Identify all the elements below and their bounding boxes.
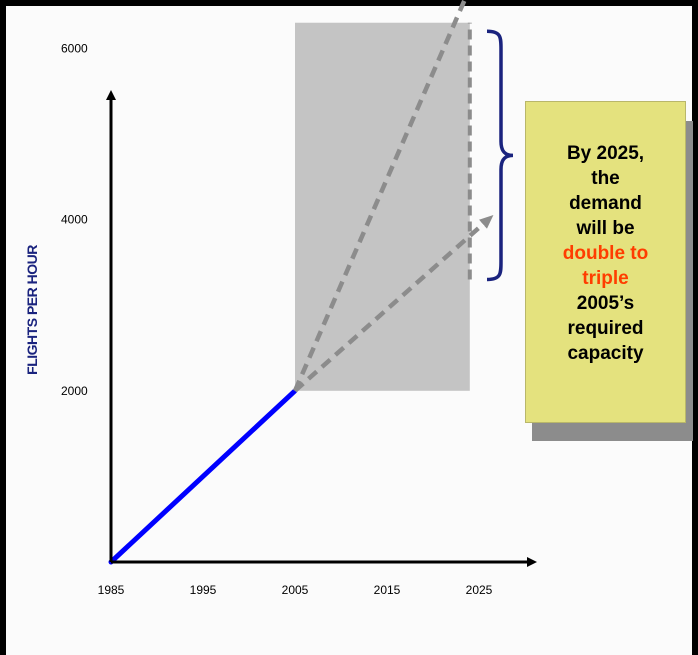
x-tick-label-1985: 1985 xyxy=(98,583,125,597)
projection-shaded-region xyxy=(295,22,470,391)
historic-demand-line-0 xyxy=(108,388,298,565)
callout-line-1: By 2025, xyxy=(566,142,645,164)
y-axis-title: FLIGHTS PER HOUR xyxy=(24,245,40,375)
x-tick-label-2025: 2025 xyxy=(466,583,493,597)
callout-text: By 2025, the demand will be double to triple 2… xyxy=(546,141,666,366)
high-projection-line xyxy=(292,0,468,392)
callout-box: By 2025, the demand will be double to triple 2… xyxy=(525,101,686,423)
x-tick-label-2005: 2005 xyxy=(282,583,309,597)
callout-line-8: required xyxy=(567,317,644,339)
callout-line-5: double to xyxy=(562,242,649,264)
callout-line-7: 2005’s xyxy=(576,292,635,314)
y-tick-label-2000: 2000 xyxy=(61,384,88,398)
callout-line-3: demand xyxy=(569,192,642,214)
low-projection-line xyxy=(293,214,494,393)
callout-line-4: will be xyxy=(576,217,635,239)
callout-line-6: triple xyxy=(582,267,629,289)
y-tick-label-4000: 4000 xyxy=(61,213,88,227)
callout-line-9: capacity xyxy=(567,342,644,364)
x-tick-label-2015: 2015 xyxy=(374,583,401,597)
x-tick-label-1995: 1995 xyxy=(190,583,217,597)
callout-line-2: the xyxy=(591,167,620,189)
capacity-brace xyxy=(486,29,514,282)
y-tick-label-6000: 6000 xyxy=(61,41,88,55)
